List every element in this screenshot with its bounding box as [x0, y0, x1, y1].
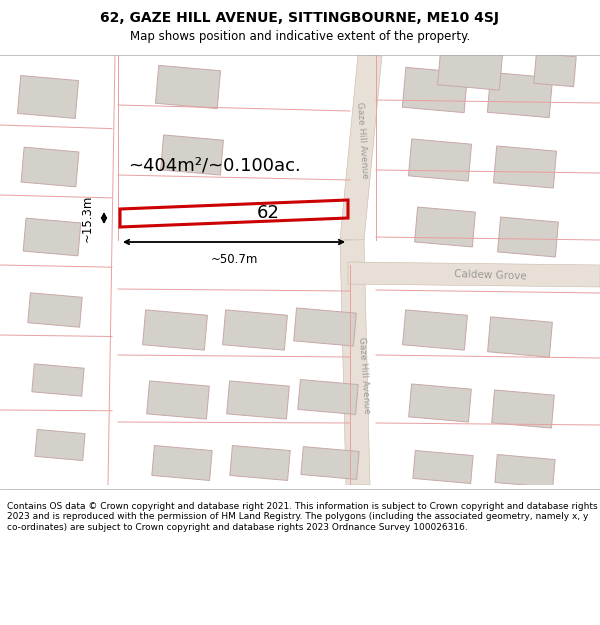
Polygon shape	[534, 53, 576, 87]
Polygon shape	[348, 262, 600, 287]
Text: ~404m²/~0.100ac.: ~404m²/~0.100ac.	[128, 156, 301, 174]
Text: 62: 62	[257, 204, 280, 222]
Polygon shape	[409, 384, 472, 422]
Polygon shape	[161, 135, 223, 175]
Polygon shape	[495, 454, 555, 488]
Polygon shape	[35, 429, 85, 461]
Polygon shape	[17, 76, 79, 119]
Polygon shape	[413, 451, 473, 484]
Polygon shape	[227, 381, 289, 419]
Polygon shape	[494, 146, 556, 188]
Polygon shape	[32, 364, 84, 396]
Polygon shape	[21, 147, 79, 187]
Polygon shape	[23, 218, 81, 256]
Polygon shape	[28, 292, 82, 328]
Polygon shape	[340, 54, 382, 241]
Polygon shape	[437, 50, 502, 90]
Polygon shape	[223, 310, 287, 350]
Polygon shape	[409, 139, 472, 181]
Text: Gaze Hill Avenue: Gaze Hill Avenue	[355, 101, 369, 179]
Polygon shape	[146, 381, 209, 419]
Polygon shape	[403, 310, 467, 350]
Polygon shape	[301, 447, 359, 479]
Polygon shape	[497, 217, 559, 257]
Polygon shape	[403, 68, 467, 112]
Polygon shape	[491, 390, 554, 428]
Polygon shape	[143, 310, 208, 350]
Polygon shape	[298, 379, 358, 414]
Polygon shape	[340, 240, 370, 485]
Text: ~50.7m: ~50.7m	[211, 253, 257, 266]
Polygon shape	[293, 308, 356, 346]
Text: Map shows position and indicative extent of the property.: Map shows position and indicative extent…	[130, 30, 470, 43]
Polygon shape	[488, 317, 553, 357]
Text: 62, GAZE HILL AVENUE, SITTINGBOURNE, ME10 4SJ: 62, GAZE HILL AVENUE, SITTINGBOURNE, ME1…	[101, 11, 499, 25]
Text: Contains OS data © Crown copyright and database right 2021. This information is : Contains OS data © Crown copyright and d…	[7, 502, 598, 532]
Polygon shape	[487, 72, 553, 118]
Polygon shape	[415, 207, 475, 247]
Polygon shape	[230, 446, 290, 481]
Text: Caldew Grove: Caldew Grove	[454, 269, 526, 281]
Text: ~15.3m: ~15.3m	[81, 194, 94, 242]
Text: Gaze Hill Avenue: Gaze Hill Avenue	[357, 336, 371, 414]
Polygon shape	[152, 446, 212, 481]
Polygon shape	[155, 66, 221, 109]
